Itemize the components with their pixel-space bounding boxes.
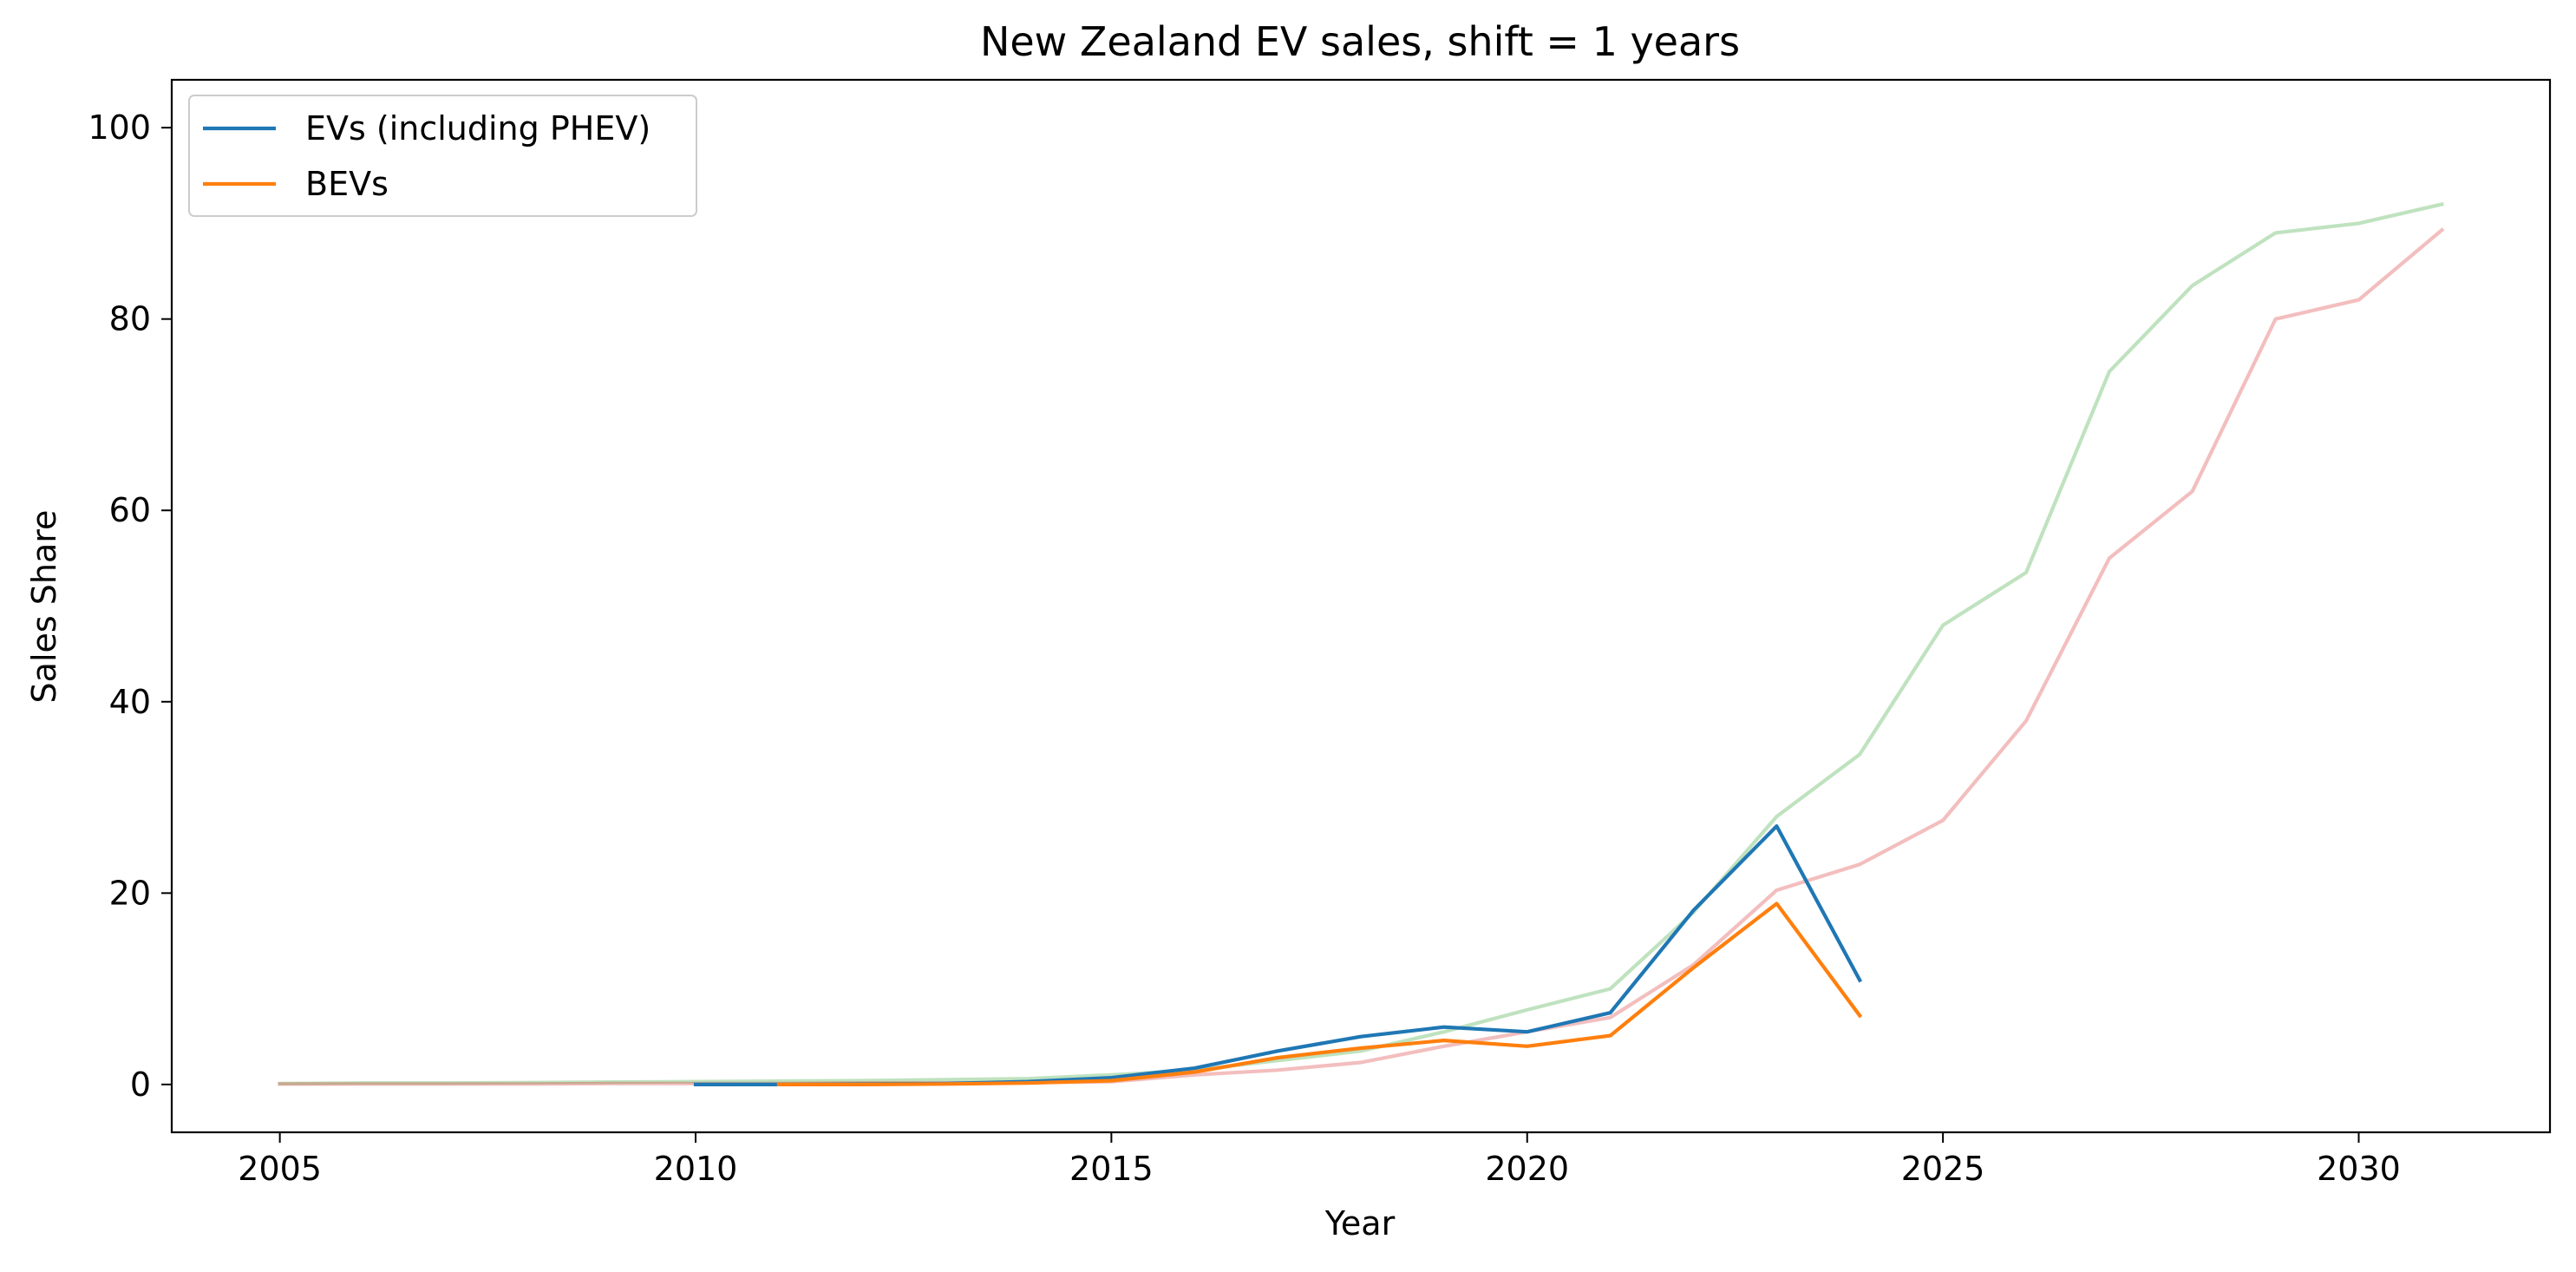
x-tick-label: 2015 [1069, 1150, 1154, 1188]
legend: EVs (including PHEV) BEVs [188, 95, 697, 217]
y-tick-label: 100 [88, 108, 151, 147]
x-tick-label: 2030 [2317, 1150, 2401, 1188]
plot-frame [170, 78, 2552, 1134]
legend-label-bevs: BEVs [305, 165, 389, 203]
chart-title: New Zealand EV sales, shift = 1 years [980, 18, 1740, 65]
y-tick-label: 0 [130, 1065, 151, 1104]
y-tick-label: 80 [109, 300, 151, 338]
series-layer [278, 201, 2445, 1087]
y-tick-label: 60 [109, 491, 151, 529]
x-tick-label: 2010 [654, 1150, 738, 1188]
ticks-layer: 2005 2010 2015 2020 2025 2030 0 20 40 60 80 100 [88, 108, 2400, 1188]
x-tick-label: 2020 [1485, 1150, 1569, 1188]
x-axis-label: Year [1324, 1204, 1396, 1242]
series-line-2 [278, 227, 2445, 1086]
series-line-1 [278, 201, 2444, 1085]
series-line-bevs [776, 902, 1863, 1087]
x-tick-label: 2005 [238, 1150, 322, 1188]
y-tick-label: 40 [109, 683, 151, 721]
legend-frame [188, 95, 697, 217]
legend-label-evs: EVs (including PHEV) [305, 109, 651, 148]
x-tick-label: 2025 [1901, 1150, 1985, 1188]
y-tick-label: 20 [109, 874, 151, 912]
y-axis-label: Sales Share [25, 510, 63, 704]
